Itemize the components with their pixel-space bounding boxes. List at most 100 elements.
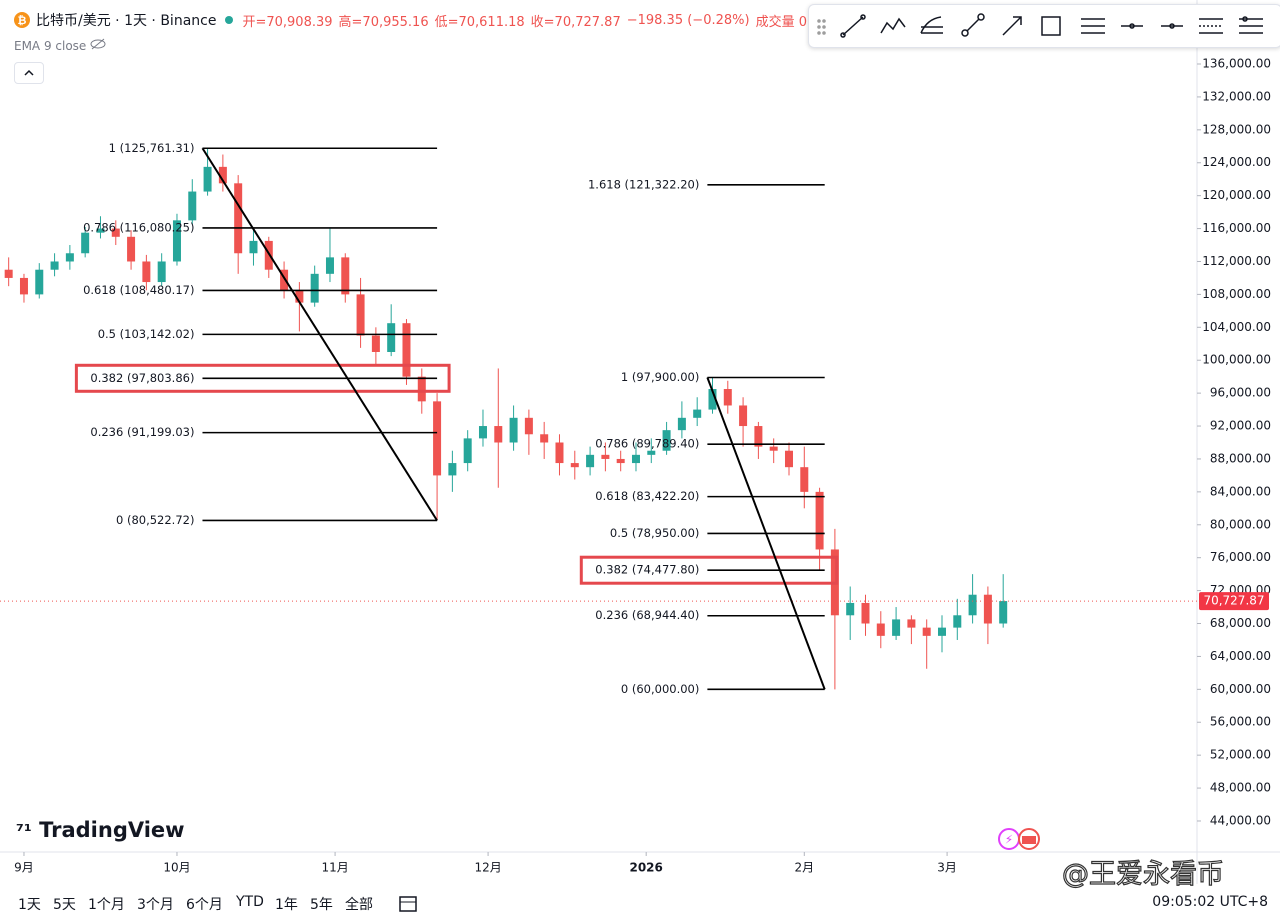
candle-body — [892, 619, 901, 636]
svg-text:⚡: ⚡ — [1005, 833, 1013, 847]
ohlc-low: 低=70,611.18 — [434, 14, 525, 30]
candle-body — [922, 627, 931, 636]
y-tick-label: 116,000.00 — [1202, 221, 1271, 235]
candle-body — [19, 277, 28, 295]
candle-body — [295, 290, 304, 303]
tool-fib[interactable] — [920, 16, 943, 34]
x-tick-label: 2026 — [629, 861, 662, 875]
y-tick-label: 92,000.00 — [1210, 419, 1271, 433]
candle-body — [81, 232, 90, 254]
event-icons[interactable]: ⚡ — [998, 828, 1042, 850]
candle-body — [172, 220, 181, 262]
drawing-toolbar — [808, 4, 1280, 48]
candle-body — [341, 257, 350, 295]
fib-label: 0.5 (78,950.00) — [610, 526, 699, 540]
fib-label: 1 (125,761.31) — [109, 141, 195, 155]
ohlc-close: 收=70,727.87 — [530, 14, 621, 30]
candle-body — [402, 323, 411, 377]
tool-rect[interactable] — [1041, 16, 1061, 36]
range-button[interactable]: 5年 — [310, 897, 333, 913]
tool-channel[interactable] — [1239, 16, 1263, 34]
fib-label: 0.382 (97,803.86) — [90, 371, 194, 385]
highlight-box — [74, 363, 451, 393]
candle-body — [218, 166, 227, 184]
candle-body — [433, 401, 442, 476]
tool-lines[interactable] — [1081, 18, 1105, 34]
tool-trendline[interactable] — [840, 14, 866, 38]
range-button[interactable]: 5天 — [53, 897, 76, 913]
y-tick-label: 128,000.00 — [1202, 122, 1271, 136]
y-tick-label: 100,000.00 — [1202, 353, 1271, 367]
candle-body — [356, 294, 365, 336]
candle-body — [325, 257, 334, 274]
candle-body — [647, 450, 656, 455]
candle-body — [448, 463, 457, 476]
change: −198.35 (−0.28%) — [626, 12, 750, 28]
indicator[interactable]: EMA 9 close — [14, 38, 106, 53]
tool-fib-ext[interactable] — [1199, 18, 1223, 34]
candle-body — [127, 236, 136, 262]
x-tick-label: 3月 — [937, 861, 957, 875]
y-tick-label: 44,000.00 — [1210, 813, 1271, 827]
range-button[interactable]: 1天 — [18, 897, 41, 913]
tool-hline[interactable] — [1121, 23, 1143, 29]
y-tick-label: 112,000.00 — [1202, 254, 1271, 268]
logo[interactable]: ⁷¹ TradingView — [16, 818, 185, 842]
tool-ray[interactable] — [1161, 23, 1183, 29]
range-button[interactable]: YTD — [236, 894, 264, 910]
fib-label: 0.618 (83,422.20) — [595, 489, 699, 503]
bottom-bar: 09:05:02 UTC+8 1天 5天 1个月 3个月 6个月 YTD 1年 5年 全部 — [0, 884, 1280, 922]
candle-body — [249, 240, 258, 254]
range-button[interactable]: 1年 — [275, 897, 298, 913]
symbol[interactable]: 比特币/美元 · 1天 · Binance — [36, 13, 217, 29]
tool-arrow[interactable] — [1002, 16, 1022, 36]
candle-body — [662, 430, 671, 451]
calendar-icon[interactable] — [398, 893, 420, 913]
candle-body — [769, 446, 778, 451]
candle-body — [586, 454, 595, 468]
range-button[interactable]: 6个月 — [186, 897, 223, 913]
y-tick-label: 124,000.00 — [1202, 155, 1271, 169]
tool-wave[interactable] — [880, 17, 906, 34]
candle-body — [693, 409, 702, 418]
candle-body — [631, 454, 640, 464]
candle-body — [35, 269, 44, 295]
candle-body — [983, 594, 992, 624]
y-tick-label: 84,000.00 — [1210, 484, 1271, 498]
candle-body — [861, 602, 870, 624]
candle-body — [188, 191, 197, 221]
clock: 09:05:02 UTC+8 — [1152, 894, 1268, 910]
tool-path[interactable] — [961, 13, 985, 37]
range-button[interactable]: 全部 — [345, 897, 373, 913]
highlight-box — [579, 555, 839, 585]
candle-body — [708, 389, 717, 410]
candle-body — [310, 273, 319, 303]
candle-body — [937, 627, 946, 636]
y-tick-label: 68,000.00 — [1210, 616, 1271, 630]
last-price-tag — [1199, 592, 1269, 611]
fib-label: 0 (60,000.00) — [621, 682, 699, 696]
y-tick-label: 120,000.00 — [1202, 188, 1271, 202]
fib-label: 0.786 (116,080.25) — [83, 220, 194, 234]
candle-body — [50, 261, 59, 270]
candle-body — [4, 269, 13, 278]
candle-body — [494, 426, 503, 443]
hide-icon[interactable] — [90, 38, 106, 50]
x-tick-label: 2月 — [794, 861, 814, 875]
collapse-button[interactable] — [14, 62, 44, 84]
drag-handle[interactable] — [817, 19, 826, 35]
candle-body — [677, 417, 686, 431]
chart: 1 (125,761.31) 0.786 (116,080.25) 0.618 (1… — [0, 0, 1280, 884]
range-button[interactable]: 3个月 — [137, 897, 174, 913]
watermark: @王爱永看币 — [1061, 858, 1224, 890]
y-tick-label: 108,000.00 — [1202, 287, 1271, 301]
candle-body — [234, 183, 243, 254]
candle-body — [739, 405, 748, 427]
range-button[interactable]: 1个月 — [88, 897, 125, 913]
candle-body — [555, 442, 564, 464]
fib-drawings: 1 (125,761.31) 0.786 (116,080.25) 0.618 (1… — [74, 141, 839, 696]
candles — [0, 148, 1197, 690]
candle-body — [540, 434, 549, 443]
y-tick-label: 52,000.00 — [1210, 748, 1271, 762]
